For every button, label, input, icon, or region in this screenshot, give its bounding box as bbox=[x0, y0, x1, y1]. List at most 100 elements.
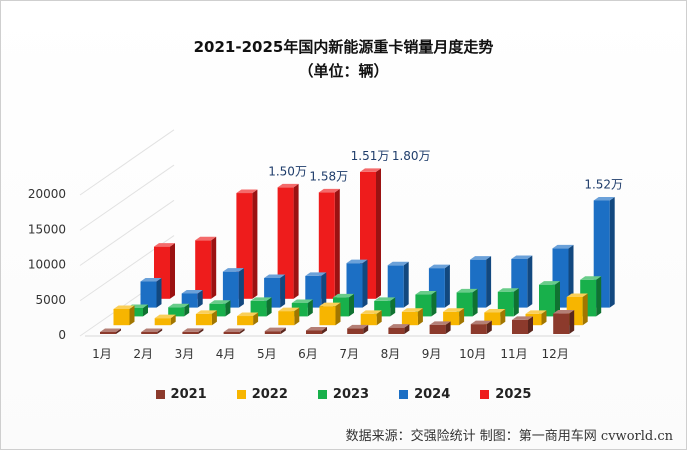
x-tick-label: 8月 bbox=[381, 347, 401, 361]
bar-side bbox=[280, 274, 286, 308]
bar-front bbox=[100, 332, 116, 334]
bar-side bbox=[541, 310, 547, 326]
bar-side bbox=[156, 278, 162, 308]
bar-2022-9月 bbox=[443, 308, 465, 326]
bar-side bbox=[444, 264, 450, 308]
bar-front bbox=[277, 187, 294, 299]
bar-front bbox=[237, 316, 254, 326]
bar-2021-5月 bbox=[264, 327, 286, 334]
bar-top bbox=[470, 256, 492, 260]
bar-front bbox=[168, 307, 185, 317]
bar-side bbox=[170, 314, 176, 326]
bar-side bbox=[431, 291, 437, 317]
bar-front bbox=[401, 311, 418, 326]
legend-swatch bbox=[236, 390, 246, 399]
bar-front bbox=[223, 332, 240, 334]
bar-front bbox=[512, 319, 528, 334]
bar-top bbox=[319, 302, 341, 307]
bar-top bbox=[470, 320, 492, 325]
bar-top bbox=[566, 293, 588, 297]
bar-top bbox=[388, 324, 410, 328]
bar-top bbox=[593, 196, 615, 201]
bar-top bbox=[222, 268, 244, 272]
bar-2025-4月 bbox=[277, 183, 299, 299]
y-axis: 0 5000 10000 15000 20000 bbox=[28, 187, 66, 342]
bar-side bbox=[568, 244, 574, 308]
legend-label: 2021 bbox=[170, 387, 207, 402]
bar-top bbox=[429, 321, 451, 325]
bar-top bbox=[580, 276, 602, 280]
chart-bars bbox=[100, 168, 615, 334]
y-tick-label: 5000 bbox=[35, 293, 66, 307]
bar-side bbox=[266, 297, 272, 317]
bar-top bbox=[264, 274, 286, 278]
bar-front bbox=[347, 328, 364, 334]
bar-side bbox=[376, 168, 381, 299]
bar-side bbox=[253, 312, 259, 326]
bar-top bbox=[237, 312, 259, 317]
bar-top bbox=[236, 189, 258, 194]
bar-top bbox=[552, 244, 574, 249]
bar-2021-3月 bbox=[182, 328, 204, 334]
bar-top bbox=[497, 288, 519, 292]
bar-2021-7月 bbox=[347, 324, 369, 334]
bar-2022-11月 bbox=[525, 310, 547, 326]
bar-2021-8月 bbox=[388, 324, 410, 334]
y-tick-label: 10000 bbox=[28, 258, 66, 272]
bar-side bbox=[225, 300, 231, 317]
bar-side bbox=[486, 256, 492, 308]
value-annotation: 1.51万 bbox=[351, 149, 390, 163]
x-tick-label: 5月 bbox=[257, 347, 277, 361]
x-tick-label: 2月 bbox=[133, 347, 153, 361]
gridline bbox=[79, 164, 175, 231]
bar-side bbox=[582, 293, 588, 326]
bar-top bbox=[181, 290, 203, 294]
bar-side bbox=[513, 288, 519, 317]
gridline bbox=[79, 129, 175, 196]
bar-top bbox=[278, 307, 300, 312]
bar-side bbox=[334, 188, 340, 299]
bar-2024-7月 bbox=[387, 261, 409, 308]
bar-front bbox=[387, 265, 404, 308]
bar-side bbox=[322, 326, 327, 334]
x-tick-label: 9月 bbox=[422, 347, 442, 361]
bar-top bbox=[484, 309, 506, 313]
bar-top bbox=[250, 297, 272, 301]
bar-side bbox=[403, 261, 409, 308]
bar-2022-6月 bbox=[319, 302, 341, 326]
bar-front bbox=[113, 308, 130, 326]
bar-side bbox=[321, 272, 327, 308]
bar-front bbox=[318, 192, 335, 299]
bar-2023-2月 bbox=[168, 303, 190, 317]
bar-side bbox=[294, 307, 300, 326]
bar-top bbox=[264, 327, 286, 332]
bar-side bbox=[211, 236, 217, 299]
bar-side bbox=[307, 299, 313, 317]
legend-item-2023: 2023 bbox=[317, 387, 369, 402]
bar-side bbox=[486, 320, 492, 334]
bar-side bbox=[527, 255, 533, 308]
bar-top bbox=[512, 316, 533, 320]
x-tick-label: 4月 bbox=[216, 347, 236, 361]
bar-side bbox=[390, 297, 396, 317]
bar-top bbox=[182, 328, 204, 332]
legend-item-2024: 2024 bbox=[399, 387, 450, 402]
x-tick-label: 6月 bbox=[298, 347, 318, 361]
bar-2023-1月 bbox=[127, 304, 148, 317]
bar-side bbox=[472, 288, 478, 317]
bar-2022-7月 bbox=[360, 310, 382, 326]
bar-front bbox=[127, 307, 143, 317]
bar-top bbox=[140, 278, 162, 282]
bar-side bbox=[445, 321, 451, 334]
bar-top bbox=[456, 288, 478, 293]
legend-label: 2024 bbox=[414, 387, 451, 402]
bar-front bbox=[429, 324, 446, 334]
bar-front bbox=[539, 284, 555, 317]
bar-top bbox=[277, 183, 299, 188]
bar-front bbox=[319, 306, 336, 326]
bar-side bbox=[293, 183, 299, 299]
bar-side bbox=[528, 316, 533, 334]
x-tick-label: 3月 bbox=[175, 347, 195, 361]
bar-2021-11月 bbox=[512, 316, 533, 334]
y-tick-label: 20000 bbox=[28, 187, 66, 201]
